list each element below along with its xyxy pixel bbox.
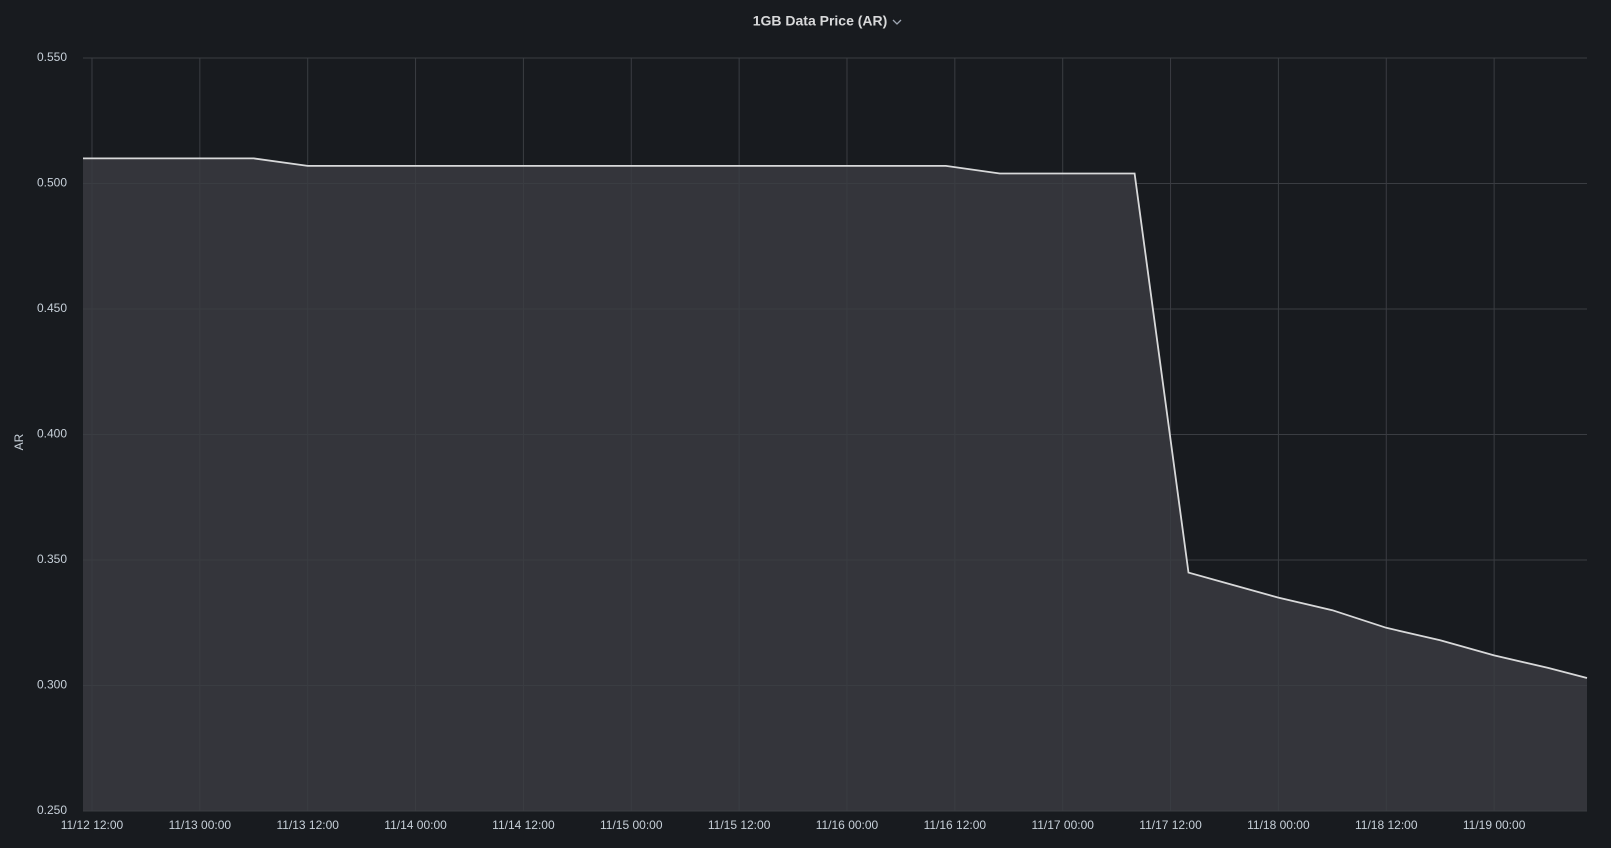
x-tick-label: 11/15 00:00 <box>600 818 663 832</box>
y-tick-label: 0.300 <box>37 678 67 692</box>
y-axis-label: AR <box>12 433 26 450</box>
y-tick-label: 0.450 <box>37 301 67 315</box>
x-tick-label: 11/18 00:00 <box>1247 818 1310 832</box>
area-fill <box>83 158 1587 811</box>
x-tick-label: 11/18 12:00 <box>1355 818 1418 832</box>
price-line <box>83 157 1588 679</box>
title-menu-chevron[interactable] <box>892 19 902 25</box>
x-tick-label: 11/17 12:00 <box>1139 818 1202 832</box>
y-tick-label: 0.350 <box>37 552 67 566</box>
x-tick-label: 11/17 00:00 <box>1031 818 1094 832</box>
x-tick-label: 11/19 00:00 <box>1463 818 1526 832</box>
chart-title[interactable]: 1GB Data Price (AR) <box>753 13 888 29</box>
x-tick-label: 11/12 12:00 <box>61 818 124 832</box>
y-tick-label: 0.250 <box>37 803 67 817</box>
x-tick-label: 11/13 00:00 <box>169 818 232 832</box>
y-tick-label: 0.500 <box>37 176 67 190</box>
x-tick-label: 11/14 00:00 <box>384 818 447 832</box>
x-tick-label: 11/15 12:00 <box>708 818 771 832</box>
x-tick-label: 11/14 12:00 <box>492 818 555 832</box>
x-tick-label: 11/16 12:00 <box>924 818 987 832</box>
y-tick-label: 0.400 <box>37 427 67 441</box>
x-tick-label: 11/13 12:00 <box>276 818 339 832</box>
y-tick-label: 0.550 <box>37 50 67 64</box>
x-tick-label: 11/16 00:00 <box>816 818 879 832</box>
